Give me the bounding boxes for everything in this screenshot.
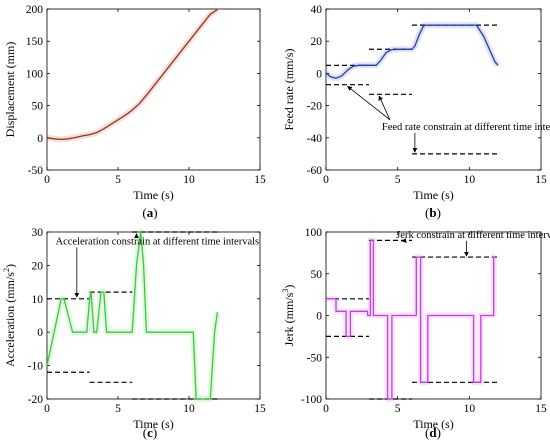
y-axis-label: Jerk (mm/s3): [281, 285, 296, 347]
panel-label: (a): [142, 205, 157, 220]
x-axis-label: Time (s): [133, 417, 174, 431]
y-tick-label: -40: [307, 133, 323, 145]
x-axis-label: Time (s): [133, 188, 174, 202]
panel-label-letter: d: [429, 425, 437, 440]
x-tick-label: 5: [395, 403, 401, 415]
y-axis-label-sup: 2: [2, 268, 11, 272]
y-tick-label: -20: [307, 101, 323, 113]
plot-frame: [46, 8, 261, 171]
y-axis-label-end: ): [3, 264, 17, 268]
y-tick-label: 40: [311, 4, 323, 16]
y-tick-label: -10: [28, 361, 44, 373]
series-glow: [323, 22, 501, 82]
x-tick-label: 0: [44, 403, 50, 415]
annotation-text: Jerk constrain at different time interva…: [396, 230, 550, 241]
y-axis-label: Acceleration (mm/s2): [2, 264, 17, 367]
y-axis-label: Displacement (mm): [3, 42, 17, 138]
y-tick-label: 30: [32, 227, 44, 239]
panel-label-open: (: [142, 205, 146, 220]
series-line: [46, 231, 219, 400]
series-glow: [326, 237, 497, 402]
panel-label-letter: a: [147, 205, 154, 220]
x-axis-label: Time (s): [413, 188, 454, 202]
y-tick-label: 100: [26, 68, 44, 80]
y-axis-label-sup: 3: [281, 289, 290, 293]
panel-label-open: (: [143, 425, 147, 440]
series-glow: [46, 7, 220, 143]
panel-c: 0 5 10 15 -20 -10 0 10 20 30 Acceleration constrai…: [2, 227, 266, 440]
series-line: [325, 24, 499, 79]
panel-label-close: ): [153, 425, 157, 440]
y-tick-label: -60: [307, 165, 323, 177]
x-tick-label: 5: [115, 403, 121, 415]
series-line: [46, 9, 218, 141]
panel-label-letter: c: [147, 425, 153, 440]
y-tick-label: -20: [28, 394, 44, 406]
y-tick-label: 0: [37, 327, 43, 339]
x-axis-label: Time (s): [413, 417, 454, 431]
plot-frame: [325, 8, 542, 171]
panel-label: (d): [425, 425, 441, 440]
y-axis-label: Feed rate (mm/s): [282, 49, 296, 131]
y-axis-label-main: Jerk (mm/s: [282, 292, 296, 346]
x-tick-label: 15: [535, 403, 547, 415]
x-tick-label: 5: [115, 174, 121, 186]
y-tick-label: 150: [26, 36, 44, 48]
y-axis-label-main: Acceleration (mm/s: [3, 272, 17, 367]
series-glow: [44, 229, 221, 402]
x-tick-label: 0: [44, 174, 50, 186]
x-tick-label: 15: [254, 174, 266, 186]
y-tick-label: -100: [301, 394, 322, 406]
panel-label-open: (: [425, 425, 429, 440]
x-tick-label: 15: [535, 174, 547, 186]
y-tick-label: 0: [316, 68, 322, 80]
x-tick-label: 10: [183, 403, 195, 415]
y-tick-label: -50: [307, 352, 323, 364]
y-tick-label: 200: [26, 4, 44, 16]
y-tick-label: 0: [316, 311, 322, 323]
x-tick-label: 10: [464, 403, 476, 415]
panel-label-open: (: [425, 205, 429, 220]
y-tick-label: 10: [32, 294, 44, 306]
y-tick-label: 50: [311, 269, 323, 281]
panel-d: 0 5 10 15 -100 -50 0 50 100 Jerk constrain at dif…: [281, 227, 550, 440]
plot-frame: [46, 231, 261, 400]
x-tick-label: 10: [464, 174, 476, 186]
y-axis-label-end: ): [282, 285, 296, 289]
y-tick-label: 50: [32, 101, 44, 113]
panel-label-close: ): [437, 425, 441, 440]
y-tick-label: 0: [37, 133, 43, 145]
x-tick-label: 0: [323, 174, 329, 186]
x-tick-label: 0: [323, 403, 329, 415]
annotation-text: Feed rate constrain at different time in…: [382, 122, 550, 133]
annotation-text: Acceleration constrain at different time…: [56, 236, 260, 247]
panel-label-letter: b: [429, 205, 436, 220]
y-tick-label: -50: [28, 165, 44, 177]
panel-label-close: ): [153, 205, 157, 220]
panel-label: (b): [425, 205, 441, 220]
panel-label: (c): [143, 425, 157, 440]
annotation-arrow: [347, 85, 391, 121]
annotation-arrow: [378, 95, 391, 120]
series-line: [326, 239, 496, 400]
x-tick-label: 10: [183, 174, 195, 186]
panel-label-close: ): [437, 205, 441, 220]
x-tick-label: 15: [254, 403, 266, 415]
y-tick-label: 20: [32, 260, 44, 272]
y-tick-label: 100: [305, 227, 323, 239]
x-tick-label: 5: [395, 174, 401, 186]
y-tick-label: 20: [311, 36, 323, 48]
panel-b: 0 5 10 15 -60 -40 -20 0 20 40 Feed rate constrain …: [282, 4, 550, 220]
